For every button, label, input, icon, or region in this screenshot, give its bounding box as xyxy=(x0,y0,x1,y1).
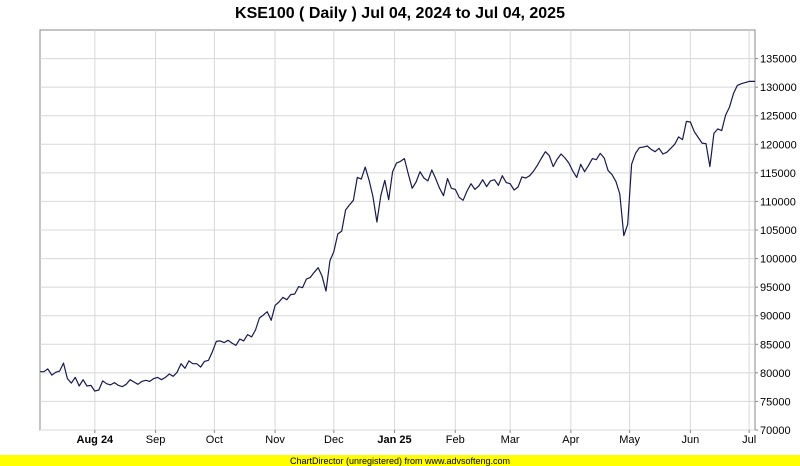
series xyxy=(39,80,756,392)
x-tick-label: Apr xyxy=(562,434,579,446)
y-tick-label: 100000 xyxy=(760,254,797,266)
x-tick-label: Jul xyxy=(742,434,756,446)
x-tick-label: May xyxy=(619,434,640,446)
x-tick-label: Sep xyxy=(146,434,166,446)
y-tick-label: 115000 xyxy=(760,168,796,180)
x-tick-label: Aug 24 xyxy=(77,434,115,446)
y-tick-label: 110000 xyxy=(760,196,796,208)
y-axis: 70000 75000 80000 85000 90000 95000 100000 1050… xyxy=(755,54,797,437)
footer-bar xyxy=(0,455,800,466)
chart-title: KSE100 ( Daily ) Jul 04, 2024 to Jul 04,… xyxy=(235,5,565,22)
x-tick-label: Feb xyxy=(446,434,465,446)
y-tick-label: 130000 xyxy=(760,82,797,94)
y-tick-label: 85000 xyxy=(760,339,791,351)
x-axis: Aug 24 Sep Oct Nov Dec Jan 25 Feb Mar Apr May Jun J… xyxy=(77,430,756,446)
y-tick-label: 70000 xyxy=(760,425,791,437)
footer-credit: ChartDirector (unregistered) from www.ad… xyxy=(290,456,510,466)
x-tick-label: Mar xyxy=(501,434,520,446)
x-tick-label: Dec xyxy=(324,434,344,446)
x-tick-label: Nov xyxy=(265,434,285,446)
y-tick-label: 120000 xyxy=(760,139,797,151)
x-tick-label: Oct xyxy=(206,434,223,446)
y-tick-label: 135000 xyxy=(760,54,797,66)
y-tick-label: 125000 xyxy=(760,111,797,123)
y-tick-label: 90000 xyxy=(760,311,791,323)
grid xyxy=(40,30,755,431)
y-tick-label: 105000 xyxy=(760,225,797,237)
y-tick-label: 80000 xyxy=(760,368,791,380)
y-tick-label: 75000 xyxy=(760,396,791,408)
x-tick-label: Jan 25 xyxy=(377,434,411,446)
x-tick-label: Jun xyxy=(681,434,699,446)
y-tick-label: 95000 xyxy=(760,282,791,294)
